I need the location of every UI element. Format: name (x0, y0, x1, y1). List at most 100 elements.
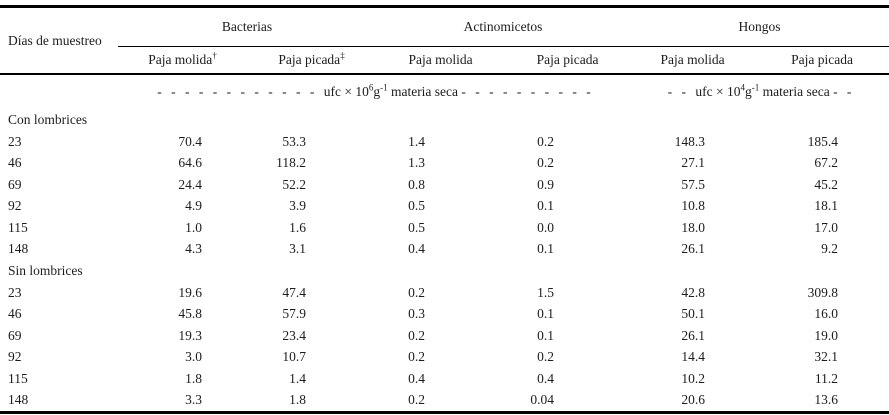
value-cell: 16.0 (814, 306, 839, 322)
table-row: 92 3.0 10.7 0.2 0.2 14.4 32.1 (0, 347, 889, 369)
section-row: Con lombrices (0, 109, 889, 131)
subheader-hongos-paja-picada: Paja picada (755, 46, 889, 75)
table-row: 46 45.8 57.9 0.3 0.1 50.1 16.0 (0, 304, 889, 326)
value-cell: 24.4 (178, 176, 202, 192)
value-cell: 0.2 (408, 327, 426, 343)
value-cell: 0.8 (408, 176, 426, 192)
value-cell: 47.4 (282, 284, 307, 300)
value-cell: 10.8 (681, 198, 706, 214)
value-cell: 1.4 (408, 133, 426, 149)
value-cell: 57.5 (681, 176, 706, 192)
value-cell: 0.2 (408, 392, 426, 408)
units-text: ufc × 10 (695, 84, 741, 99)
microbial-counts-table: Días de muestreo Bacterias Actinomicetos… (0, 5, 889, 414)
section-label: Con lombrices (8, 112, 88, 127)
value-cell: 70.4 (178, 133, 202, 149)
value-cell: 1.3 (408, 155, 426, 171)
day-cell: 92 (8, 198, 22, 214)
table-row: 46 64.6 118.2 1.3 0.2 27.1 67.2 (0, 153, 889, 175)
value-cell: 1.5 (537, 284, 555, 300)
subheader-label: Paja molida (660, 52, 725, 67)
day-cell: 92 (8, 349, 22, 365)
group-header-row: Días de muestreo Bacterias Actinomicetos… (0, 6, 889, 75)
value-cell: 0.5 (408, 198, 426, 214)
units-text-rest: materia seca (387, 84, 462, 99)
value-cell: 0.4 (408, 370, 426, 386)
value-cell: 27.1 (681, 155, 706, 171)
table-row: 92 4.9 3.9 0.5 0.1 10.8 18.1 (0, 196, 889, 218)
day-cell: 69 (8, 176, 22, 192)
units-dashes-right: - - (833, 84, 852, 99)
value-cell: 42.8 (681, 284, 706, 300)
units-hongos: - - ufc × 104g-1 materia seca - - (630, 74, 889, 109)
day-cell: 115 (8, 370, 28, 386)
value-cell: 10.7 (282, 349, 307, 365)
units-text-rest: materia seca (759, 84, 834, 99)
table-row: 115 1.0 1.6 0.5 0.0 18.0 17.0 (0, 217, 889, 239)
value-cell: 53.3 (282, 133, 307, 149)
value-cell: 45.2 (814, 176, 839, 192)
subheader-label: Paja picada (791, 52, 853, 67)
subheader-actinomicetos-paja-picada: Paja picada (505, 46, 631, 75)
units-row: - - - - - - - - - - - - ufc × 10 6 g -1 mat… (0, 74, 889, 109)
value-cell: 0.2 (408, 349, 426, 365)
dagger-footnote-mark: † (212, 50, 217, 61)
units-dashes-left: - - (667, 84, 696, 99)
subheader-hongos-paja-molida: Paja molida (630, 46, 756, 75)
value-cell: 9.2 (821, 241, 839, 257)
units-exponent: 6 (368, 82, 374, 93)
units-gram-exponent: -1 (380, 82, 388, 93)
units-exponent: 4 (740, 82, 745, 93)
value-cell: 1.0 (185, 219, 202, 235)
subheader-actinomicetos-paja-molida: Paja molida (376, 46, 506, 75)
value-cell: 0.5 (408, 219, 426, 235)
value-cell: 0.1 (537, 198, 555, 214)
value-cell: 0.2 (408, 284, 426, 300)
value-cell: 0.9 (537, 176, 555, 192)
table-row: 148 3.3 1.8 0.2 0.04 20.6 13.6 (0, 390, 889, 413)
value-cell: 19.0 (814, 327, 839, 343)
units-dashes-right: - - - - - - - - - - (461, 84, 591, 99)
value-cell: 17.0 (814, 219, 839, 235)
value-cell: 118.2 (276, 155, 307, 171)
value-cell: 18.1 (814, 198, 839, 214)
value-cell: 0.2 (537, 349, 555, 365)
table-row: 23 19.6 47.4 0.2 1.5 42.8 309.8 (0, 282, 889, 304)
value-cell: 26.1 (681, 241, 706, 257)
value-cell: 1.8 (185, 370, 202, 386)
value-cell: 1.6 (289, 219, 307, 235)
day-cell: 115 (8, 219, 28, 235)
units-bacterias-actinomicetos: - - - - - - - - - - - - ufc × 106g-1 mat… (118, 74, 630, 109)
value-cell: 23.4 (282, 327, 307, 343)
section-row: Sin lombrices (0, 260, 889, 282)
table-row: 69 19.3 23.4 0.2 0.1 26.1 19.0 (0, 325, 889, 347)
group-header-bacterias: Bacterias (118, 6, 377, 47)
value-cell: 3.9 (289, 198, 307, 214)
day-cell: 148 (8, 241, 29, 257)
value-cell: 14.4 (681, 349, 706, 365)
table-row: 23 70.4 53.3 1.4 0.2 148.3 185.4 (0, 131, 889, 153)
subheader-label: Paja molida (148, 52, 213, 67)
units-gram: g (744, 84, 752, 99)
value-cell: 26.1 (681, 327, 706, 343)
value-cell: 64.6 (178, 155, 202, 171)
subheader-label: Paja molida (408, 52, 473, 67)
value-cell: 45.8 (178, 306, 202, 322)
value-cell: 0.2 (537, 155, 555, 171)
day-cell: 46 (8, 306, 22, 322)
double-dagger-footnote-mark: ‡ (340, 50, 345, 61)
value-cell: 309.8 (807, 284, 839, 300)
value-cell: 3.3 (185, 392, 202, 408)
value-cell: 0.4 (408, 241, 426, 257)
section-label: Sin lombrices (8, 263, 83, 278)
subheader-label: Paja picada (536, 52, 599, 67)
table-body: Con lombrices 23 70.4 53.3 1.4 0.2 148.3 185.4 4… (0, 109, 889, 413)
day-cell: 23 (8, 133, 22, 149)
value-cell: 0.3 (408, 306, 426, 322)
group-header-hongos: Hongos (630, 6, 889, 47)
value-cell: 0.0 (537, 219, 555, 235)
units-empty-cell (0, 74, 118, 109)
subheader-bacterias-paja-molida: Paja molida† (118, 46, 247, 75)
subheader-row: Paja molida† Paja picada‡ Paja molida Pa… (0, 46, 889, 75)
